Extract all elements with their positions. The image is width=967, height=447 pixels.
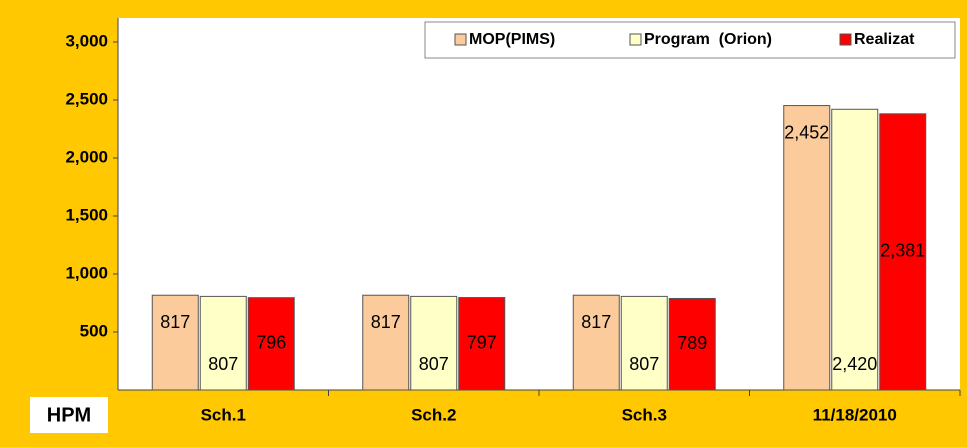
value-label: 2,381 [880,241,925,261]
x-tick-label: Sch.2 [411,405,456,424]
value-label: 797 [467,333,497,353]
y-label: HPM [47,404,91,426]
value-label: 817 [160,312,190,332]
x-tick-label: 11/18/2010 [813,405,897,424]
bar [247,297,295,391]
legend-label: Program (Orion) [644,31,772,48]
y-tick-label: 3,000 [65,31,108,50]
x-tick-label: Sch.3 [622,405,667,424]
y-tick-label: 500 [80,321,108,340]
legend-label: Realizat [854,31,915,48]
bar [362,294,410,391]
y-tick-label: 2,500 [65,89,108,108]
legend-swatch [454,33,467,46]
value-label: 796 [256,333,286,353]
legend-box [424,21,956,59]
y-tick-label: 1,000 [65,263,108,282]
legend-swatch [629,33,642,46]
value-label: 789 [677,333,707,353]
value-label: 807 [419,354,449,374]
bar [620,295,668,391]
value-label: 817 [371,312,401,332]
y-tick-label: 2,000 [65,147,108,166]
bar [572,294,620,391]
y-tick-label: 1,500 [65,205,108,224]
value-label: 807 [629,354,659,374]
x-tick-label: Sch.1 [201,405,246,424]
value-label: 2,452 [784,122,829,142]
bar [668,297,716,391]
bar [831,108,879,391]
value-label: 2,420 [832,354,877,374]
y-label-box [30,397,108,433]
bar [783,105,831,391]
bar [199,295,247,391]
legend-swatch [839,33,852,46]
value-label: 817 [581,312,611,332]
legend-label: MOP(PIMS) [469,31,555,48]
value-label: 807 [208,354,238,374]
bar [410,295,458,391]
bar [458,297,506,391]
bar [151,294,199,391]
bar [879,113,927,391]
